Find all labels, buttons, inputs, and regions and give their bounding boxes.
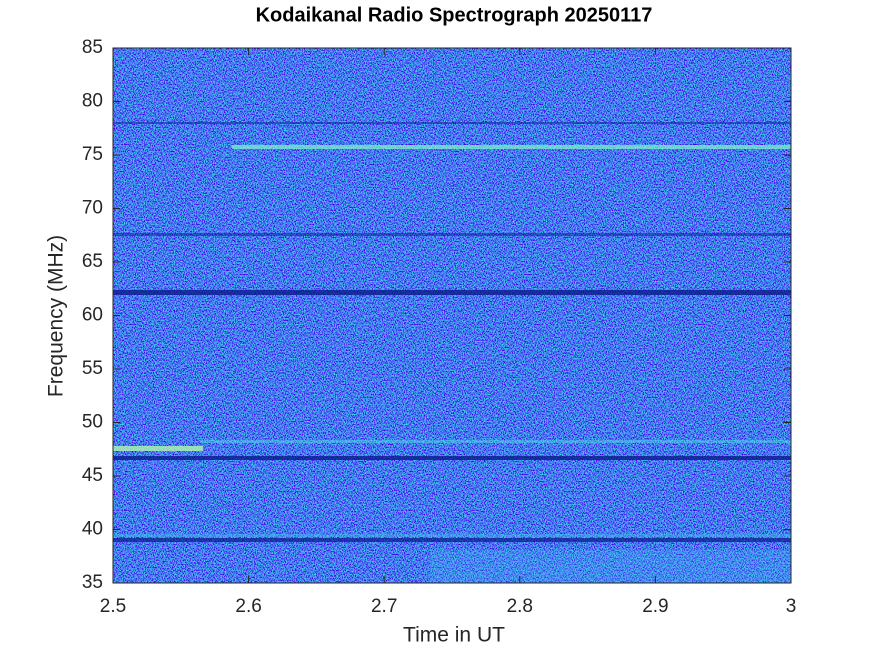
y-tick-label: 45 xyxy=(82,465,103,486)
x-tick-label: 2.6 xyxy=(235,596,261,617)
y-tick-label: 60 xyxy=(82,305,103,326)
x-tick-label: 2.7 xyxy=(371,596,397,617)
y-tick-label: 65 xyxy=(82,251,103,272)
y-tick-label: 35 xyxy=(82,572,103,593)
x-tick-label: 3 xyxy=(786,596,797,617)
chart-title: Kodaikanal Radio Spectrograph 20250117 xyxy=(256,4,653,26)
y-tick-label: 80 xyxy=(82,91,103,112)
y-tick-label: 85 xyxy=(82,37,103,58)
x-axis-label: Time in UT xyxy=(403,624,505,647)
y-tick-label: 55 xyxy=(82,358,103,379)
y-tick-label: 70 xyxy=(82,198,103,219)
x-tick-label: 2.9 xyxy=(642,596,668,617)
x-tick-label: 2.5 xyxy=(100,596,126,617)
y-axis-label: Frequency (MHz) xyxy=(45,235,68,397)
spectrogram-image xyxy=(113,48,791,583)
y-tick-label: 40 xyxy=(82,519,103,540)
axes xyxy=(112,47,792,584)
x-tick-label: 2.8 xyxy=(507,596,533,617)
y-tick-label: 50 xyxy=(82,412,103,433)
y-tick-label: 75 xyxy=(82,144,103,165)
